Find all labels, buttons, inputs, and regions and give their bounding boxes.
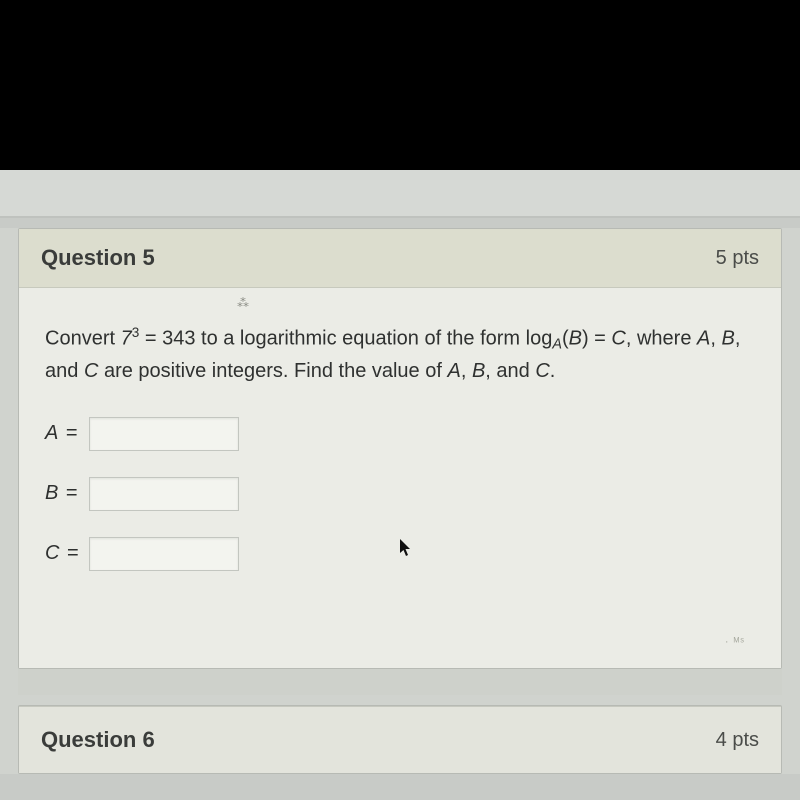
log-open: ( <box>562 328 569 350</box>
period: . <box>550 360 556 382</box>
question-6-card: Question 6 4 pts <box>18 705 782 774</box>
expr-eq: = 343 <box>139 328 195 350</box>
answer-eq-b: = <box>60 482 77 504</box>
var-a: A <box>697 328 710 350</box>
answer-var-c: C <box>45 542 59 564</box>
comma3: , <box>461 360 472 382</box>
card-gap <box>18 669 782 695</box>
prompt-tail1: , where <box>626 328 697 350</box>
answer-row-b: B = <box>45 477 755 511</box>
var-b2: B <box>472 360 485 382</box>
prompt-mid: to a logarithmic equation of the form <box>195 328 525 350</box>
question-5-prompt: Convert 73 = 343 to a logarithmic equati… <box>45 322 755 387</box>
question-6-points: 4 pts <box>716 729 759 752</box>
answer-eq-a: = <box>60 422 77 444</box>
device-black-bar <box>0 0 800 170</box>
answer-input-b[interactable] <box>89 477 239 511</box>
answer-input-c[interactable] <box>89 537 239 571</box>
answer-input-a[interactable] <box>89 417 239 451</box>
log-word: log <box>526 328 553 350</box>
answer-label-b: B = <box>45 482 89 505</box>
var-a2: A <box>447 360 460 382</box>
answer-label-a: A = <box>45 422 89 445</box>
answer-row-a: A = <box>45 417 755 451</box>
log-sub: A <box>552 336 562 352</box>
comma1: , <box>710 328 721 350</box>
question-5-title: Question 5 <box>41 245 155 271</box>
log-close-eq: ) = <box>582 328 611 350</box>
answer-label-c: C = <box>45 542 89 565</box>
speck-icon: ⁂ <box>237 296 249 310</box>
log-arg: B <box>569 328 582 350</box>
prompt-text: Convert <box>45 328 121 350</box>
question-6-title: Question 6 <box>41 727 155 753</box>
answer-var-b: B <box>45 482 58 504</box>
question-5-header: Question 5 5 pts <box>19 229 781 288</box>
var-b: B <box>722 328 735 350</box>
comma4: , and <box>485 360 535 382</box>
log-rhs: C <box>611 328 625 350</box>
page-top-gap <box>0 170 800 218</box>
smudge-mark: · ᴹˢ <box>725 636 745 648</box>
var-c2: C <box>535 360 549 382</box>
page-area: Question 5 5 pts ⁂ Convert 73 = 343 to a… <box>0 228 800 774</box>
answer-row-c: C = <box>45 537 755 571</box>
answer-eq-c: = <box>61 542 78 564</box>
question-5-body: ⁂ Convert 73 = 343 to a logarithmic equa… <box>19 288 781 668</box>
var-c: C <box>84 360 98 382</box>
answer-var-a: A <box>45 422 58 444</box>
expr-base: 7 <box>121 328 132 350</box>
prompt-tail2: are positive integers. Find the value of <box>98 360 447 382</box>
question-6-header: Question 6 4 pts <box>19 706 781 773</box>
question-5-card: Question 5 5 pts ⁂ Convert 73 = 343 to a… <box>18 228 782 669</box>
question-5-points: 5 pts <box>716 247 759 270</box>
